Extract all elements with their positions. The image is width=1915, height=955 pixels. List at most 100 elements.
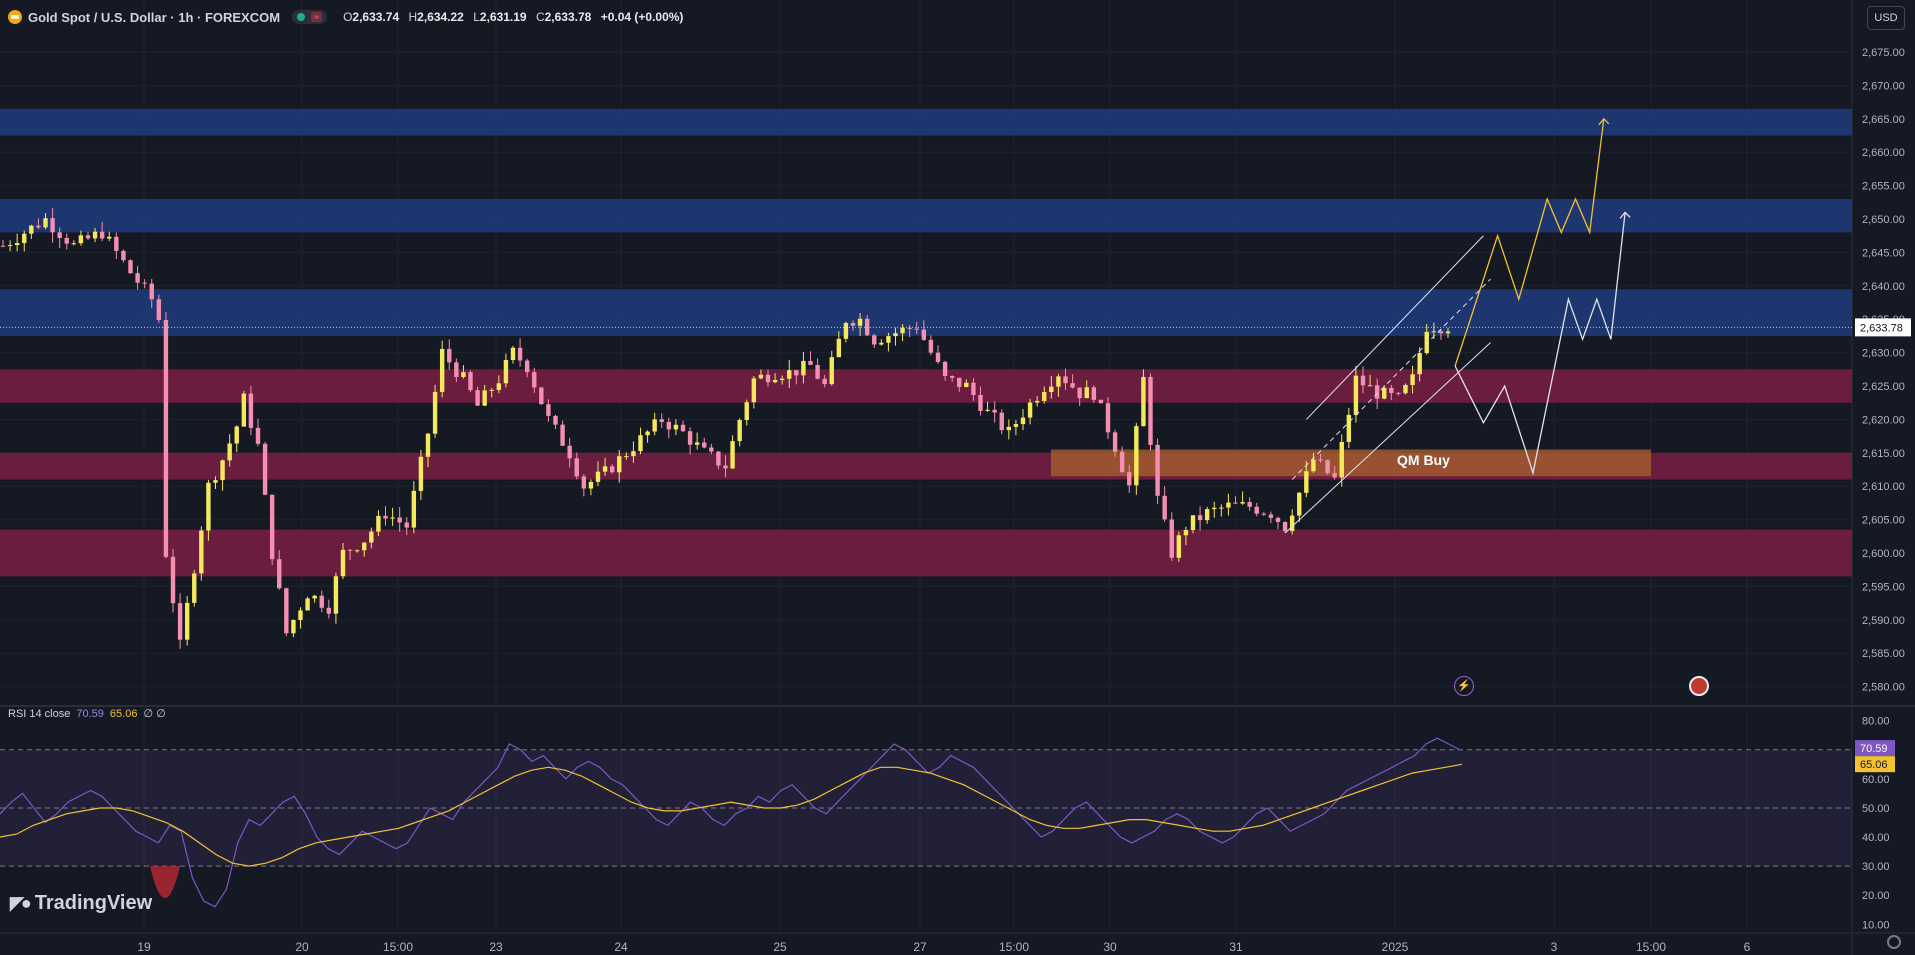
tradingview-logo[interactable]: ◤● TradingView bbox=[10, 892, 152, 915]
rsi-legend[interactable]: RSI 14 close 70.59 65.06 ∅ ∅ bbox=[8, 707, 166, 720]
candle-body bbox=[985, 409, 990, 411]
candle-body bbox=[85, 235, 91, 239]
candle-body bbox=[291, 620, 296, 634]
candle-body bbox=[447, 348, 452, 363]
candle-body bbox=[156, 299, 162, 320]
candle-body bbox=[184, 602, 190, 640]
candle-body bbox=[149, 283, 154, 300]
candle-body bbox=[765, 374, 771, 383]
candle-body bbox=[510, 347, 516, 361]
candle-body bbox=[1049, 386, 1054, 393]
candle-body bbox=[1127, 472, 1132, 486]
candle-body bbox=[333, 576, 339, 614]
candle-body bbox=[928, 339, 934, 353]
candle-body bbox=[829, 357, 834, 385]
candle-body bbox=[1297, 492, 1302, 516]
time-tick-label: 2025 bbox=[1382, 940, 1409, 954]
last-price-tag bbox=[1855, 318, 1911, 337]
candle-body bbox=[248, 393, 254, 428]
candle-body bbox=[71, 243, 77, 245]
rsi-oversold-fill bbox=[150, 866, 180, 899]
time-tick-label: 15:00 bbox=[383, 940, 413, 954]
candle-body bbox=[121, 250, 126, 261]
rsi-tick-label: 40.00 bbox=[1862, 832, 1890, 844]
candle-body bbox=[213, 480, 218, 483]
candle-body bbox=[1034, 400, 1040, 403]
candle-body bbox=[1148, 376, 1153, 445]
candle-body bbox=[602, 466, 608, 472]
candle-body bbox=[1063, 376, 1068, 384]
tradingview-logo-icon: ◤● bbox=[10, 893, 32, 913]
candle-body bbox=[942, 361, 948, 377]
time-tick-label: 3 bbox=[1551, 940, 1558, 954]
candle-body bbox=[99, 231, 105, 239]
settings-gear-icon[interactable] bbox=[1887, 935, 1901, 949]
price-tick-label: 2,655.00 bbox=[1862, 181, 1905, 193]
candle-body bbox=[1162, 495, 1167, 520]
rsi-tick-label: 20.00 bbox=[1862, 890, 1890, 902]
price-tick-label: 2,650.00 bbox=[1862, 214, 1905, 226]
candle-body bbox=[0, 245, 6, 247]
projection-path-yellow bbox=[1454, 118, 1605, 367]
candle-body bbox=[907, 327, 912, 329]
candle-body bbox=[1382, 387, 1387, 399]
candle-body bbox=[461, 372, 466, 378]
candle-body bbox=[1431, 331, 1437, 333]
candle-body bbox=[1006, 426, 1012, 431]
candle-body bbox=[1403, 384, 1408, 394]
candle-body bbox=[1091, 387, 1097, 400]
currency-selector[interactable]: USD bbox=[1867, 6, 1905, 30]
candle-body bbox=[43, 218, 48, 228]
price-tick-label: 2,585.00 bbox=[1862, 648, 1905, 660]
candle-body bbox=[553, 415, 558, 425]
candle-body bbox=[227, 443, 232, 461]
channel-upper bbox=[1305, 235, 1484, 420]
candle-body bbox=[269, 494, 275, 560]
candle-body bbox=[1424, 331, 1429, 354]
candle-body bbox=[850, 322, 856, 326]
rsi-tick-label: 10.00 bbox=[1862, 919, 1890, 931]
symbol-title[interactable]: Gold Spot / U.S. Dollar · 1h · FOREXCOM bbox=[28, 9, 281, 25]
candle-body bbox=[744, 402, 749, 420]
us-flag-event-icon[interactable] bbox=[1689, 676, 1709, 696]
market-status-pill[interactable]: ≈ bbox=[292, 10, 328, 24]
candle-body bbox=[92, 231, 98, 239]
zone-resistance bbox=[0, 199, 1852, 233]
rsi-ma-value-tag bbox=[1855, 756, 1895, 773]
candle-body bbox=[284, 588, 289, 634]
channel-mid bbox=[1291, 278, 1491, 480]
chart-header: Gold Spot / U.S. Dollar · 1h · FOREXCOM … bbox=[8, 8, 683, 26]
candle-body bbox=[758, 374, 764, 379]
candle-body bbox=[978, 394, 983, 411]
zone-resistance bbox=[0, 108, 1852, 136]
rsi-ma-line bbox=[0, 763, 1463, 867]
candle-body bbox=[319, 595, 324, 608]
candle-body bbox=[949, 376, 955, 378]
candle-body bbox=[652, 419, 657, 432]
candle-body bbox=[687, 431, 693, 445]
candle-body bbox=[1325, 460, 1330, 474]
candle-body bbox=[957, 377, 962, 387]
candle-body bbox=[1275, 517, 1281, 522]
candle-body bbox=[135, 273, 140, 283]
candle-body bbox=[1311, 459, 1316, 472]
candle-body bbox=[7, 245, 13, 247]
candle-body bbox=[631, 451, 636, 457]
candle-body bbox=[680, 424, 686, 432]
lightning-event-icon[interactable]: ⚡ bbox=[1454, 676, 1474, 696]
channel-lower bbox=[1284, 342, 1491, 534]
candle-body bbox=[787, 370, 792, 379]
candle-body bbox=[1304, 471, 1309, 493]
zone-support bbox=[0, 529, 1852, 577]
candle-body bbox=[971, 382, 976, 395]
candle-body bbox=[397, 517, 402, 523]
candle-body bbox=[1261, 513, 1267, 515]
candle-body bbox=[517, 347, 523, 361]
candle-body bbox=[262, 443, 268, 495]
candle-body bbox=[1183, 529, 1189, 536]
candle-body bbox=[390, 517, 395, 519]
candle-body bbox=[1332, 473, 1337, 478]
candle-body bbox=[468, 372, 473, 391]
time-tick-label: 24 bbox=[614, 940, 628, 954]
